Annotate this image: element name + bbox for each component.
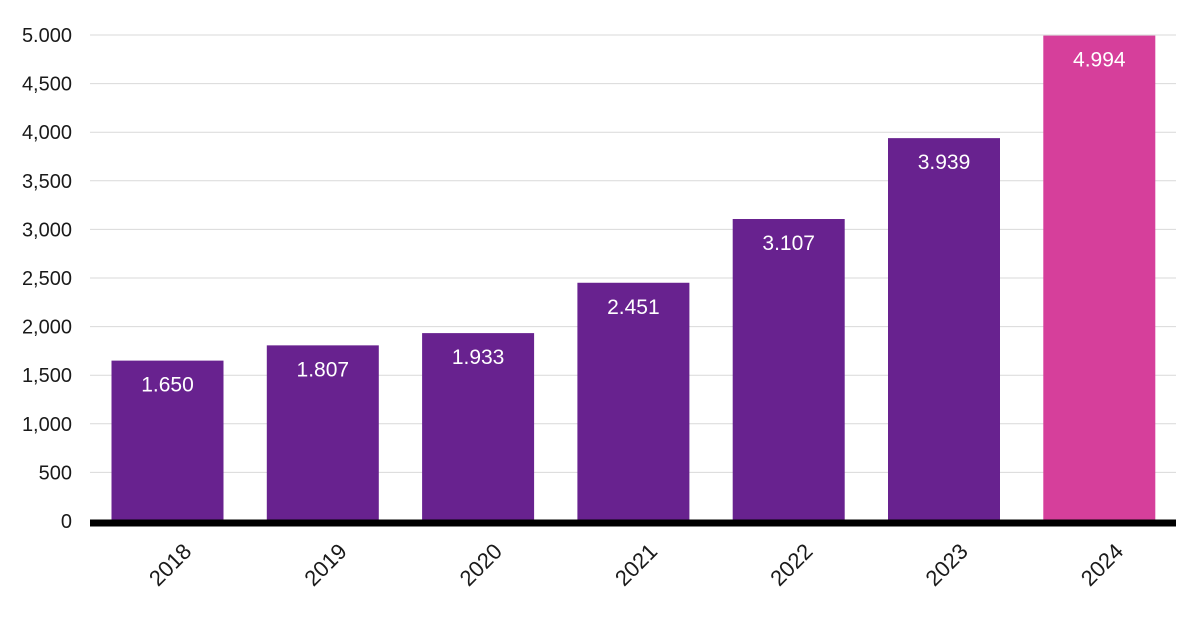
x-tick-label-2019: 2019 bbox=[299, 539, 351, 591]
data-label-2020: 1.933 bbox=[452, 346, 505, 369]
x-axis-ticks: 2018 2019 2020 2021 2022 2023 2024 bbox=[144, 539, 1128, 591]
x-tick-label-2021: 2021 bbox=[610, 539, 662, 591]
x-tick-label-2018: 2018 bbox=[144, 539, 196, 591]
data-label-2021: 2.451 bbox=[607, 296, 660, 319]
bar-2023 bbox=[888, 138, 1000, 521]
bar-2024 bbox=[1043, 35, 1156, 522]
y-tick-label: 500 bbox=[39, 462, 72, 484]
data-label-2023: 3.939 bbox=[918, 151, 971, 174]
bar-2019 bbox=[266, 345, 379, 521]
y-tick-label: 1,500 bbox=[22, 365, 72, 387]
data-label-2019: 1.807 bbox=[297, 358, 350, 381]
data-label-2022: 3.107 bbox=[762, 232, 815, 255]
y-tick-label: 3,500 bbox=[22, 171, 72, 193]
bar-2020 bbox=[422, 333, 535, 521]
x-tick-label-2024: 2024 bbox=[1076, 539, 1128, 591]
bar-2018 bbox=[111, 360, 224, 521]
bar-data-labels: 1.650 1.807 1.933 2.451 3.107 3.939 4.994 bbox=[141, 49, 1126, 397]
y-tick-label: 2,500 bbox=[22, 268, 72, 290]
y-tick-label: 0 bbox=[61, 511, 72, 533]
y-tick-label: 5.000 bbox=[22, 25, 72, 47]
bar-2021 bbox=[577, 282, 690, 521]
x-tick-label-2023: 2023 bbox=[921, 539, 973, 591]
y-tick-label: 4,000 bbox=[22, 122, 72, 144]
y-tick-label: 3,000 bbox=[22, 219, 72, 241]
y-tick-label: 2,000 bbox=[22, 317, 72, 339]
data-label-2024: 4.994 bbox=[1073, 49, 1126, 72]
bar-2022 bbox=[732, 218, 845, 521]
data-label-2018: 1.650 bbox=[141, 374, 194, 397]
bars bbox=[111, 35, 1156, 522]
y-axis-ticks: 0 500 1,000 1,500 2,000 2,500 3,000 3,500 4,000 4… bbox=[22, 25, 72, 533]
x-tick-label-2022: 2022 bbox=[765, 539, 817, 591]
y-tick-label: 4,500 bbox=[22, 74, 72, 96]
x-tick-label-2020: 2020 bbox=[455, 539, 507, 591]
y-tick-label: 1,000 bbox=[22, 414, 72, 436]
